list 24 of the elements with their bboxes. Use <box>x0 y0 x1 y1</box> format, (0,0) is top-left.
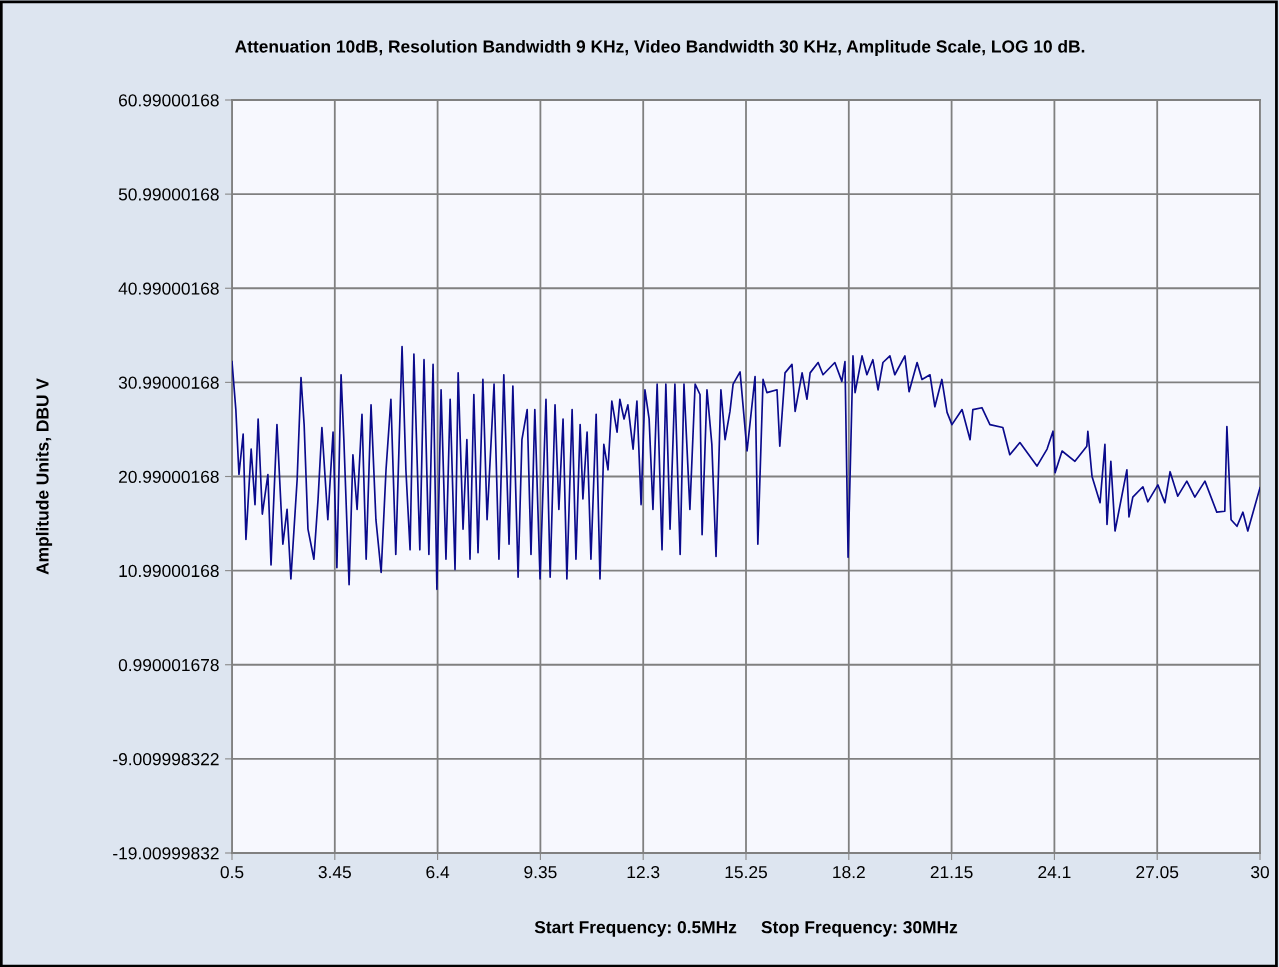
y-tick-label: 60.99000168 <box>119 94 219 107</box>
x-tick-label: 24.1 <box>1038 865 1071 879</box>
y-axis-title: Amplitude Units, DBU V <box>35 378 53 575</box>
x-tick-label: 9.35 <box>524 865 557 879</box>
x-axis-title: Start Frequency: 0.5MHz Stop Frequency: 30MHz <box>534 921 958 937</box>
x-tick-label: 18.2 <box>833 865 865 879</box>
x-tick-label: 6.4 <box>426 865 450 879</box>
line-series <box>232 345 1260 591</box>
x-tick-label: 30 <box>1251 865 1269 879</box>
y-tick-label: 10.99000168 <box>119 564 219 578</box>
y-tick-label: 40.99000168 <box>118 282 219 295</box>
x-tick-label: 21.15 <box>930 865 973 879</box>
y-tick-label: 20.99000168 <box>119 470 219 483</box>
x-tick-label: 3.45 <box>318 865 351 879</box>
y-tick-label: 50.99000168 <box>118 188 219 201</box>
y-tick-label: 0.990001678 <box>118 658 219 672</box>
x-tick-label: 12.3 <box>627 865 660 879</box>
chart-title: Attenuation 10dB, Resolution Bandwidth 9 KHz, Video Bandwidth 30 KHz, Amplitude Scale, LOG 10 dB. <box>235 39 1085 57</box>
y-tick-label: -9.009998322 <box>113 753 219 766</box>
y-tick-label: -19.00999832 <box>113 847 219 860</box>
y-tick-label: 30.99000168 <box>118 376 219 389</box>
x-tick-label: 0.5 <box>220 865 244 879</box>
x-tick-label: 27.05 <box>1136 865 1179 879</box>
x-tick-label: 15.25 <box>725 865 767 879</box>
